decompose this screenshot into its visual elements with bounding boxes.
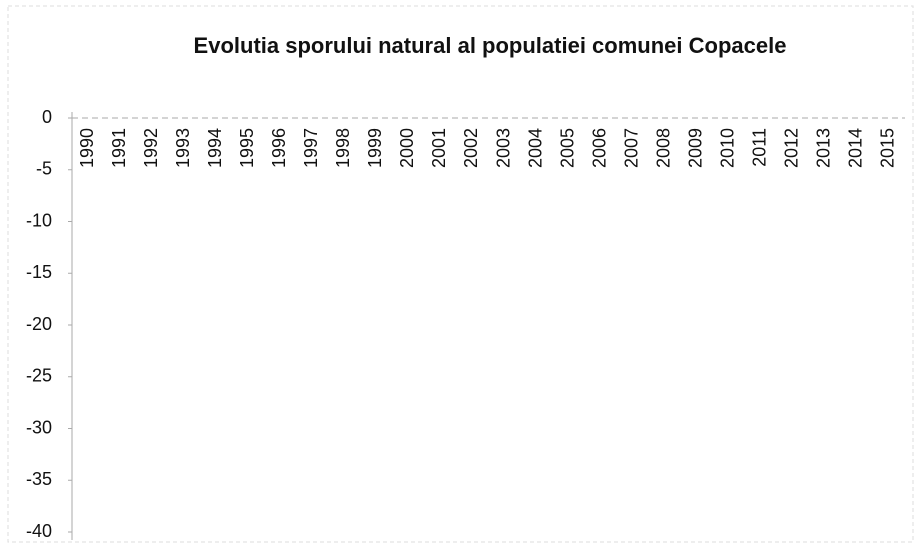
y-tick-label: -5: [36, 159, 52, 179]
y-tick-label: -10: [26, 210, 52, 230]
x-tick-label: 2001: [429, 128, 449, 168]
x-tick-label: 1994: [205, 128, 225, 168]
x-tick-label: 2003: [493, 128, 513, 168]
y-tick-label: -15: [26, 262, 52, 282]
x-tick-label: 1991: [109, 128, 129, 168]
y-tick-label: -35: [26, 469, 52, 489]
x-tick-label: 2010: [718, 128, 738, 168]
x-tick-label: 2002: [461, 128, 481, 168]
x-tick-label: 2000: [397, 128, 417, 168]
x-tick-label: 2004: [525, 128, 545, 168]
x-tick-label: 1993: [173, 128, 193, 168]
x-tick-label: 2013: [814, 128, 834, 168]
y-tick-label: -20: [26, 314, 52, 334]
y-tick-label: -25: [26, 366, 52, 386]
x-tick-label: 1996: [269, 128, 289, 168]
y-tick-label: -30: [26, 417, 52, 437]
x-tick-label: 2008: [653, 128, 673, 168]
x-tick-label: 2006: [589, 128, 609, 168]
y-tick-label: -40: [26, 521, 52, 541]
x-tick-label: 1999: [365, 128, 385, 168]
y-tick-label: 0: [42, 107, 52, 127]
x-tick-label: 2012: [782, 128, 802, 168]
x-tick-label: 1992: [141, 128, 161, 168]
x-tick-label: 2015: [878, 128, 898, 168]
x-tick-label: 2009: [686, 128, 706, 168]
x-tick-label: 2007: [621, 128, 641, 168]
x-tick-label: 2005: [557, 128, 577, 168]
x-tick-label: 1998: [333, 128, 353, 168]
x-tick-label: 2014: [846, 128, 866, 168]
x-tick-label: 2011: [750, 128, 770, 167]
chart-border: [7, 5, 914, 543]
x-tick-label: 1990: [77, 128, 97, 168]
x-tick-label: 1995: [237, 128, 257, 168]
x-tick-label: 1997: [301, 128, 321, 168]
chart-title: Evolutia sporului natural al populatiei …: [194, 33, 787, 58]
